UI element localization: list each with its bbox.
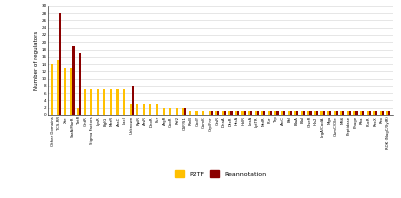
Bar xyxy=(123,89,125,115)
Bar xyxy=(228,111,231,115)
Bar xyxy=(355,111,358,115)
Bar xyxy=(209,111,211,115)
Bar xyxy=(320,111,322,115)
Bar xyxy=(274,111,277,115)
Bar xyxy=(334,111,336,115)
Bar xyxy=(327,111,329,115)
Bar xyxy=(329,111,331,115)
Bar xyxy=(307,111,310,115)
Bar xyxy=(373,111,375,115)
Bar xyxy=(73,46,75,115)
Bar xyxy=(389,111,391,115)
Bar xyxy=(310,111,312,115)
Bar xyxy=(367,111,369,115)
Legend: P2TF, Reannotation: P2TF, Reannotation xyxy=(172,168,269,179)
Bar xyxy=(235,111,237,115)
Bar xyxy=(215,111,217,115)
Bar xyxy=(347,111,349,115)
Bar xyxy=(340,111,342,115)
Bar xyxy=(322,111,325,115)
Bar xyxy=(51,64,53,115)
Bar xyxy=(382,111,384,115)
Bar xyxy=(362,111,364,115)
Bar xyxy=(103,89,105,115)
Bar xyxy=(288,111,290,115)
Bar xyxy=(255,111,257,115)
Bar xyxy=(77,108,79,115)
Bar xyxy=(143,104,145,115)
Bar xyxy=(296,111,298,115)
Bar xyxy=(250,111,252,115)
Bar xyxy=(268,111,270,115)
Bar xyxy=(176,108,178,115)
Bar xyxy=(386,111,389,115)
Bar xyxy=(130,104,132,115)
Bar xyxy=(156,104,158,115)
Bar xyxy=(110,89,112,115)
Bar xyxy=(369,111,371,115)
Bar xyxy=(283,111,285,115)
Bar xyxy=(349,111,351,115)
Bar xyxy=(202,111,204,115)
Bar xyxy=(162,108,164,115)
Bar xyxy=(211,111,213,115)
Bar xyxy=(97,89,99,115)
Bar xyxy=(241,111,243,115)
Bar xyxy=(342,111,344,115)
Bar xyxy=(353,111,355,115)
Bar xyxy=(380,111,382,115)
Bar xyxy=(136,104,138,115)
Bar xyxy=(261,111,263,115)
Bar xyxy=(314,111,316,115)
Bar xyxy=(90,89,92,115)
Bar xyxy=(116,89,119,115)
Bar xyxy=(243,111,246,115)
Bar xyxy=(336,111,338,115)
Bar xyxy=(149,104,152,115)
Bar xyxy=(316,111,318,115)
Bar xyxy=(83,89,86,115)
Bar xyxy=(64,68,66,115)
Bar xyxy=(263,111,265,115)
Bar xyxy=(277,111,279,115)
Bar xyxy=(222,111,224,115)
Bar xyxy=(189,111,191,115)
Bar xyxy=(169,108,171,115)
Bar xyxy=(59,13,61,115)
Bar xyxy=(57,60,59,115)
Bar xyxy=(224,111,226,115)
Bar xyxy=(257,111,259,115)
Y-axis label: Number of regulators: Number of regulators xyxy=(34,31,39,90)
Bar xyxy=(281,111,283,115)
Bar xyxy=(294,111,296,115)
Bar xyxy=(195,111,198,115)
Bar xyxy=(360,111,362,115)
Bar xyxy=(182,108,184,115)
Bar xyxy=(301,111,303,115)
Bar xyxy=(132,86,134,115)
Bar xyxy=(70,68,73,115)
Bar xyxy=(375,111,377,115)
Bar xyxy=(217,111,219,115)
Bar xyxy=(184,108,186,115)
Bar xyxy=(270,111,272,115)
Bar xyxy=(237,111,239,115)
Bar xyxy=(231,111,233,115)
Bar xyxy=(303,111,305,115)
Bar xyxy=(79,53,81,115)
Bar xyxy=(248,111,250,115)
Bar xyxy=(290,111,292,115)
